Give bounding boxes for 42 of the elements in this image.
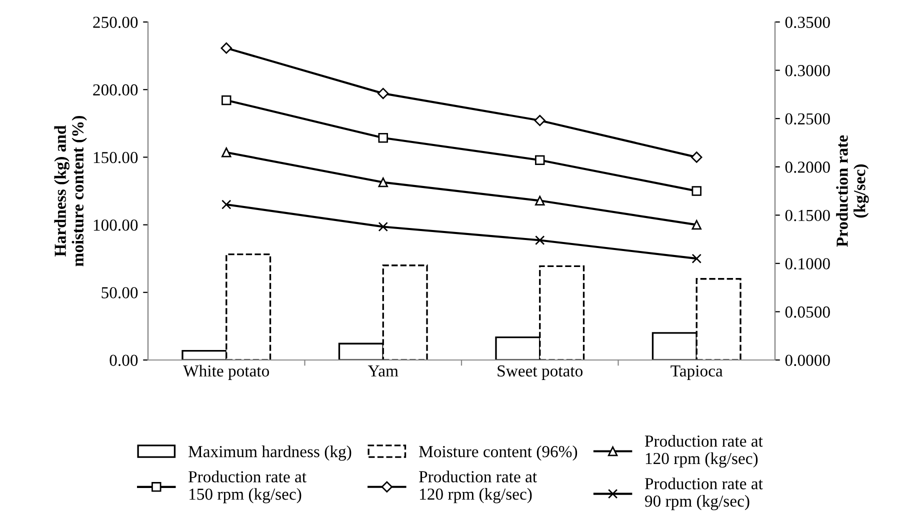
legend-label: Production rate at 150 rpm (kg/sec) [188, 470, 306, 504]
y2-tick-label: 0.2000 [785, 162, 830, 173]
point [378, 177, 388, 188]
point [222, 95, 232, 106]
point [692, 186, 702, 196]
y2-tick-label: 0.2500 [785, 113, 830, 125]
point [222, 200, 232, 210]
y-tick-label: 250.00 [93, 16, 138, 28]
y2-tick-label: 0.3500 [785, 16, 830, 28]
legend-label: Maximum hardness (kg) [188, 446, 352, 461]
x-tick-label: White potato [183, 364, 270, 380]
x-tick-label: Sweet potato [498, 365, 583, 380]
point [692, 220, 702, 230]
y2-axis-title: Production rate (kg/sec) [836, 135, 869, 247]
point [378, 222, 388, 232]
legend-label: Production rate at 120 rpm (kg/sec) [644, 435, 763, 468]
y2-tick-label: 0.3000 [785, 64, 830, 76]
y-tick-label: 100.00 [94, 220, 138, 231]
y-tick-label: 150.00 [94, 152, 138, 164]
y-axis-title: Hardness (kg) and moisture content (%) [54, 116, 87, 266]
y-tick-label: 0.00 [110, 354, 138, 366]
y2-tick-label: 0.0500 [785, 306, 830, 318]
y-tick-label: 200.00 [93, 84, 138, 96]
y-tick-label: 50.00 [102, 287, 138, 298]
x-tick-label: Yam [368, 366, 398, 377]
legend-label: Production rate at 120 rpm (kg/sec) [419, 470, 537, 504]
x-tick-label: Tapioca [670, 365, 723, 380]
point [691, 152, 702, 163]
point [378, 88, 389, 100]
y2-tick-label: 0.1500 [785, 210, 830, 222]
point [222, 148, 232, 158]
point [535, 235, 545, 246]
y2-tick-label: 0.1000 [785, 258, 830, 270]
y2-tick-label: 0.0000 [785, 354, 830, 366]
legend-label: Moisture content (96%) [419, 446, 578, 461]
legend-label: Production rate at 90 rpm (kg/sec) [644, 478, 763, 510]
point [220, 42, 232, 54]
point [534, 114, 546, 126]
point [535, 196, 545, 206]
point [535, 155, 545, 165]
point [692, 254, 702, 264]
point [378, 133, 388, 143]
